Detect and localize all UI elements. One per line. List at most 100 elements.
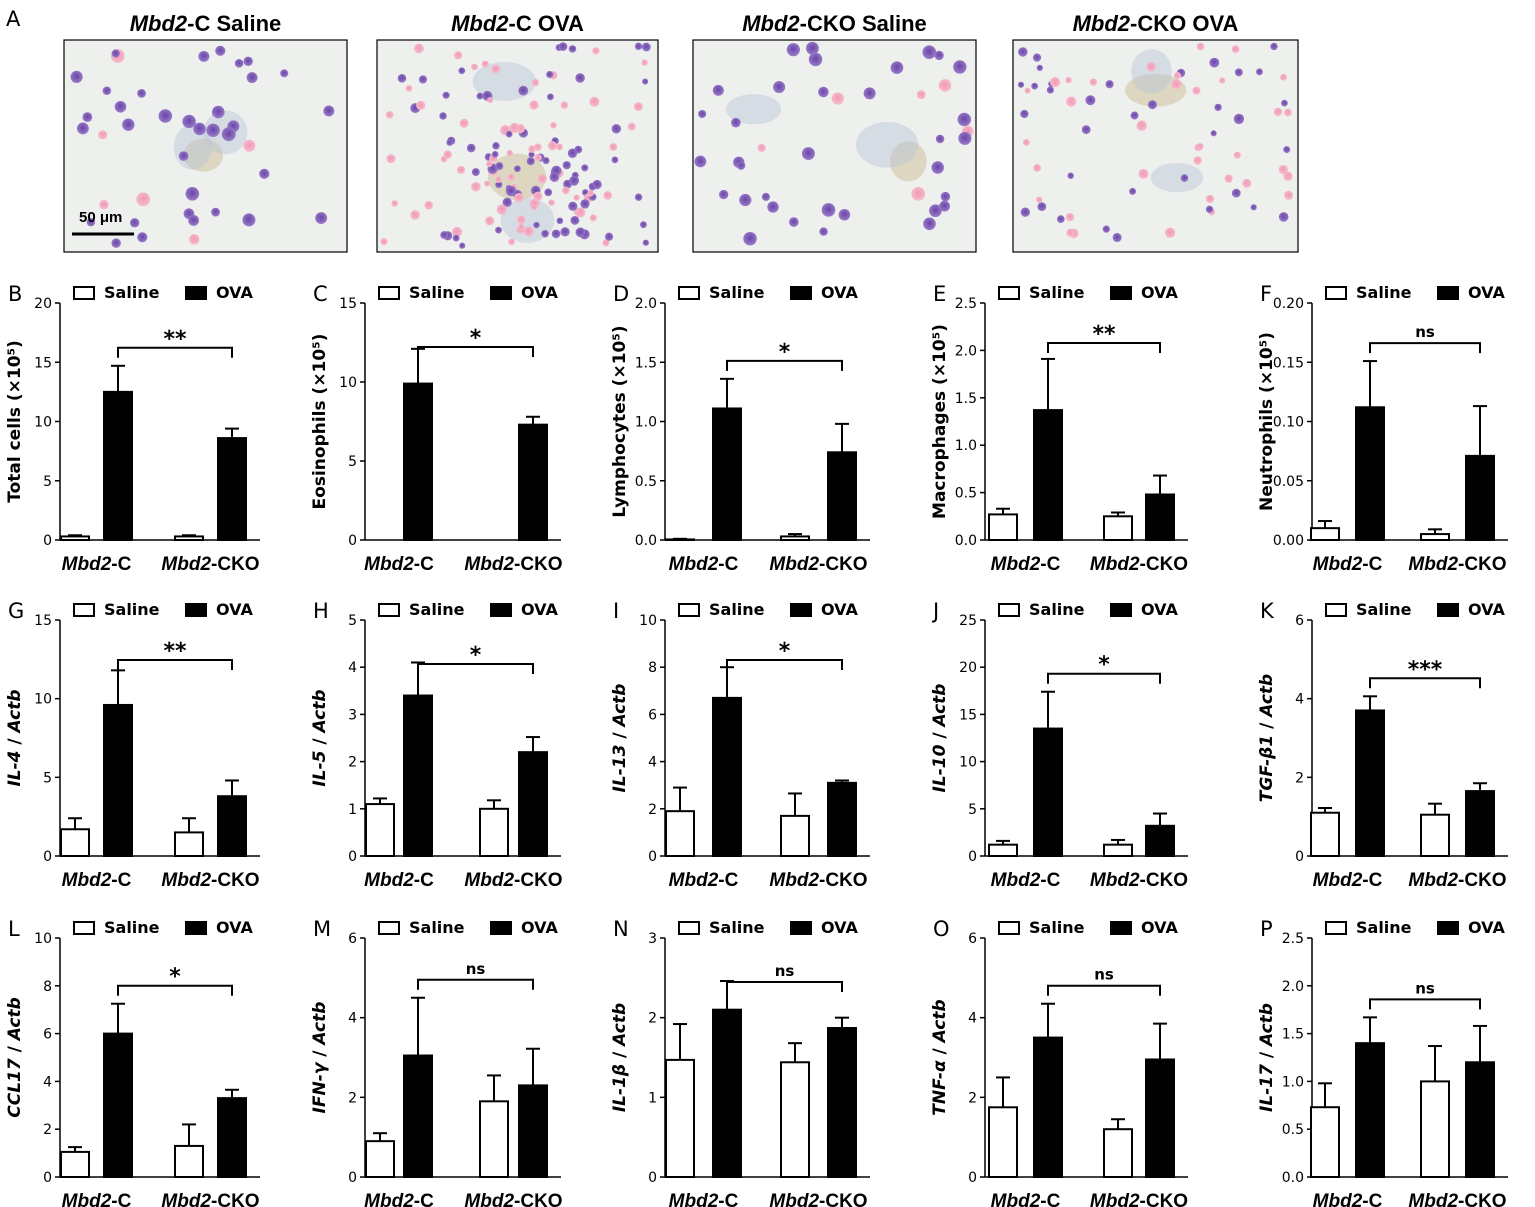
micrograph-cell	[1056, 215, 1065, 223]
micrograph-cell	[641, 59, 648, 66]
y-tick-label: 2.0	[955, 343, 977, 359]
y-tick-label: 8	[648, 660, 657, 676]
bar-saline-mbd2-cko	[780, 1061, 810, 1179]
micrograph-cell	[531, 78, 540, 87]
micrograph-cell	[838, 208, 851, 221]
y-axis-label: IL-13 / Actb	[610, 684, 630, 793]
significance-label: *	[169, 965, 181, 990]
micrograph-cell	[544, 188, 553, 197]
micrograph-panel: Mbd2-C Saline 50 μm	[63, 11, 348, 253]
y-tick-label: 0	[43, 1170, 52, 1186]
bar-saline-mbd2-cko	[780, 535, 810, 542]
micrograph-cell	[1146, 62, 1156, 72]
bar-saline-mbd2-c	[60, 828, 90, 858]
chart-panel-g: G 0 5 10 15 IL-4 / Actb Mbd2-C Mbd2-CKO ** Saline…	[5, 599, 260, 891]
micrograph-cell	[698, 109, 707, 119]
micrograph-cell	[442, 91, 450, 99]
micrograph-cell	[1214, 103, 1222, 112]
micrograph-cell	[1280, 73, 1287, 81]
micrograph-cell	[556, 143, 563, 151]
x-category-label: Mbd2-CKO	[464, 870, 562, 891]
micrograph-cell	[609, 143, 618, 151]
micrograph-cell	[517, 215, 526, 224]
micrograph-cell	[129, 218, 140, 228]
legend-label-saline: Saline	[409, 918, 465, 937]
micrograph-cell	[939, 200, 951, 212]
y-axis-label: TNF-α / Actb	[930, 999, 950, 1115]
y-tick-label: 15	[339, 296, 357, 312]
micrograph-cell	[178, 151, 189, 161]
y-tick-label: 5	[43, 770, 52, 786]
legend-label-saline: Saline	[709, 600, 765, 619]
micrograph-cell	[542, 157, 550, 165]
micrograph-cell	[82, 112, 93, 123]
bar-saline-mbd2-c	[665, 1058, 695, 1179]
micrograph-cell	[547, 141, 558, 151]
micrograph-cell	[1065, 76, 1072, 84]
legend-label-saline: Saline	[709, 283, 765, 302]
micrograph-cell	[459, 242, 466, 249]
micrograph-cell	[509, 122, 520, 134]
micrograph-cell	[211, 207, 220, 217]
y-tick-label: 1.5	[1282, 1027, 1304, 1043]
bar-ova-mbd2-cko	[1145, 1058, 1175, 1179]
x-category-label: Mbd2-C	[669, 1191, 739, 1207]
micrograph-cell	[485, 216, 495, 226]
micrograph-image	[63, 39, 348, 253]
y-tick-label: 1.5	[955, 391, 977, 407]
legend-swatch-saline	[73, 286, 95, 300]
micrograph-cell	[446, 139, 453, 146]
bar-ova-mbd2-c	[1355, 709, 1385, 858]
micrograph-cell	[1196, 42, 1205, 51]
legend-swatch-saline	[678, 603, 700, 617]
micrograph-cell	[386, 154, 396, 164]
micrograph-cell	[137, 88, 146, 98]
y-tick-label: 0	[1295, 849, 1304, 865]
micrograph-cell	[439, 112, 447, 120]
micrograph-cell	[627, 122, 636, 131]
micrograph-cell	[485, 160, 493, 168]
y-tick-label: 4	[648, 755, 657, 771]
micrograph-cell	[1284, 108, 1292, 117]
micrograph-cell	[1173, 72, 1182, 80]
y-tick-label: 25	[959, 613, 977, 629]
micrograph-cell	[634, 42, 643, 51]
micrograph-cell	[560, 227, 570, 237]
panel-letter: L	[8, 917, 20, 941]
micrograph-cell	[929, 204, 942, 218]
y-tick-label: 0	[348, 533, 357, 549]
bar-ova-mbd2-cko	[217, 795, 247, 857]
y-tick-label: 2	[348, 755, 357, 771]
micrograph-cell	[1231, 45, 1240, 54]
micrograph-cell	[1089, 78, 1098, 86]
bar-ova-mbd2-cko	[1465, 454, 1495, 541]
legend-swatch-saline	[378, 603, 400, 617]
micrograph-cell	[471, 63, 478, 71]
x-category-label: Mbd2-CKO	[1408, 1191, 1506, 1207]
y-tick-label: 2	[968, 1090, 977, 1106]
micrograph-cell	[1234, 68, 1243, 77]
bar-saline-mbd2-cko	[479, 807, 509, 857]
bar-saline-mbd2-cko	[1103, 1128, 1133, 1178]
micrograph-cell	[633, 102, 643, 112]
micrograph-cell	[495, 181, 503, 189]
micrograph-cell	[916, 90, 926, 100]
micrograph-cell	[1180, 174, 1189, 182]
micrograph-cell	[514, 193, 524, 203]
micrograph-cell	[534, 143, 542, 151]
micrograph-cell	[243, 139, 256, 152]
chart-panel-d: D 0.0 0.5 1.0 1.5 2.0 Lymphocytes (×10⁵) Mbd2-C…	[610, 282, 870, 575]
bar-saline-mbd2-cko	[780, 814, 810, 858]
legend-label-saline: Saline	[709, 918, 765, 937]
micrograph-title: Mbd2-C OVA	[451, 11, 584, 36]
panel-letter: G	[8, 599, 24, 623]
legend-swatch-saline	[378, 286, 400, 300]
micrograph-cell	[114, 101, 127, 113]
y-axis-label: Macrophages (×10⁵)	[930, 324, 950, 519]
micrograph-cell	[533, 221, 540, 229]
y-tick-label: 2	[1295, 770, 1304, 786]
y-axis-label: IL-4 / Actb	[5, 689, 25, 786]
micrograph-cell	[1270, 42, 1278, 51]
bar-saline-mbd2-cko	[174, 1144, 204, 1179]
legend-label-saline: Saline	[409, 600, 465, 619]
